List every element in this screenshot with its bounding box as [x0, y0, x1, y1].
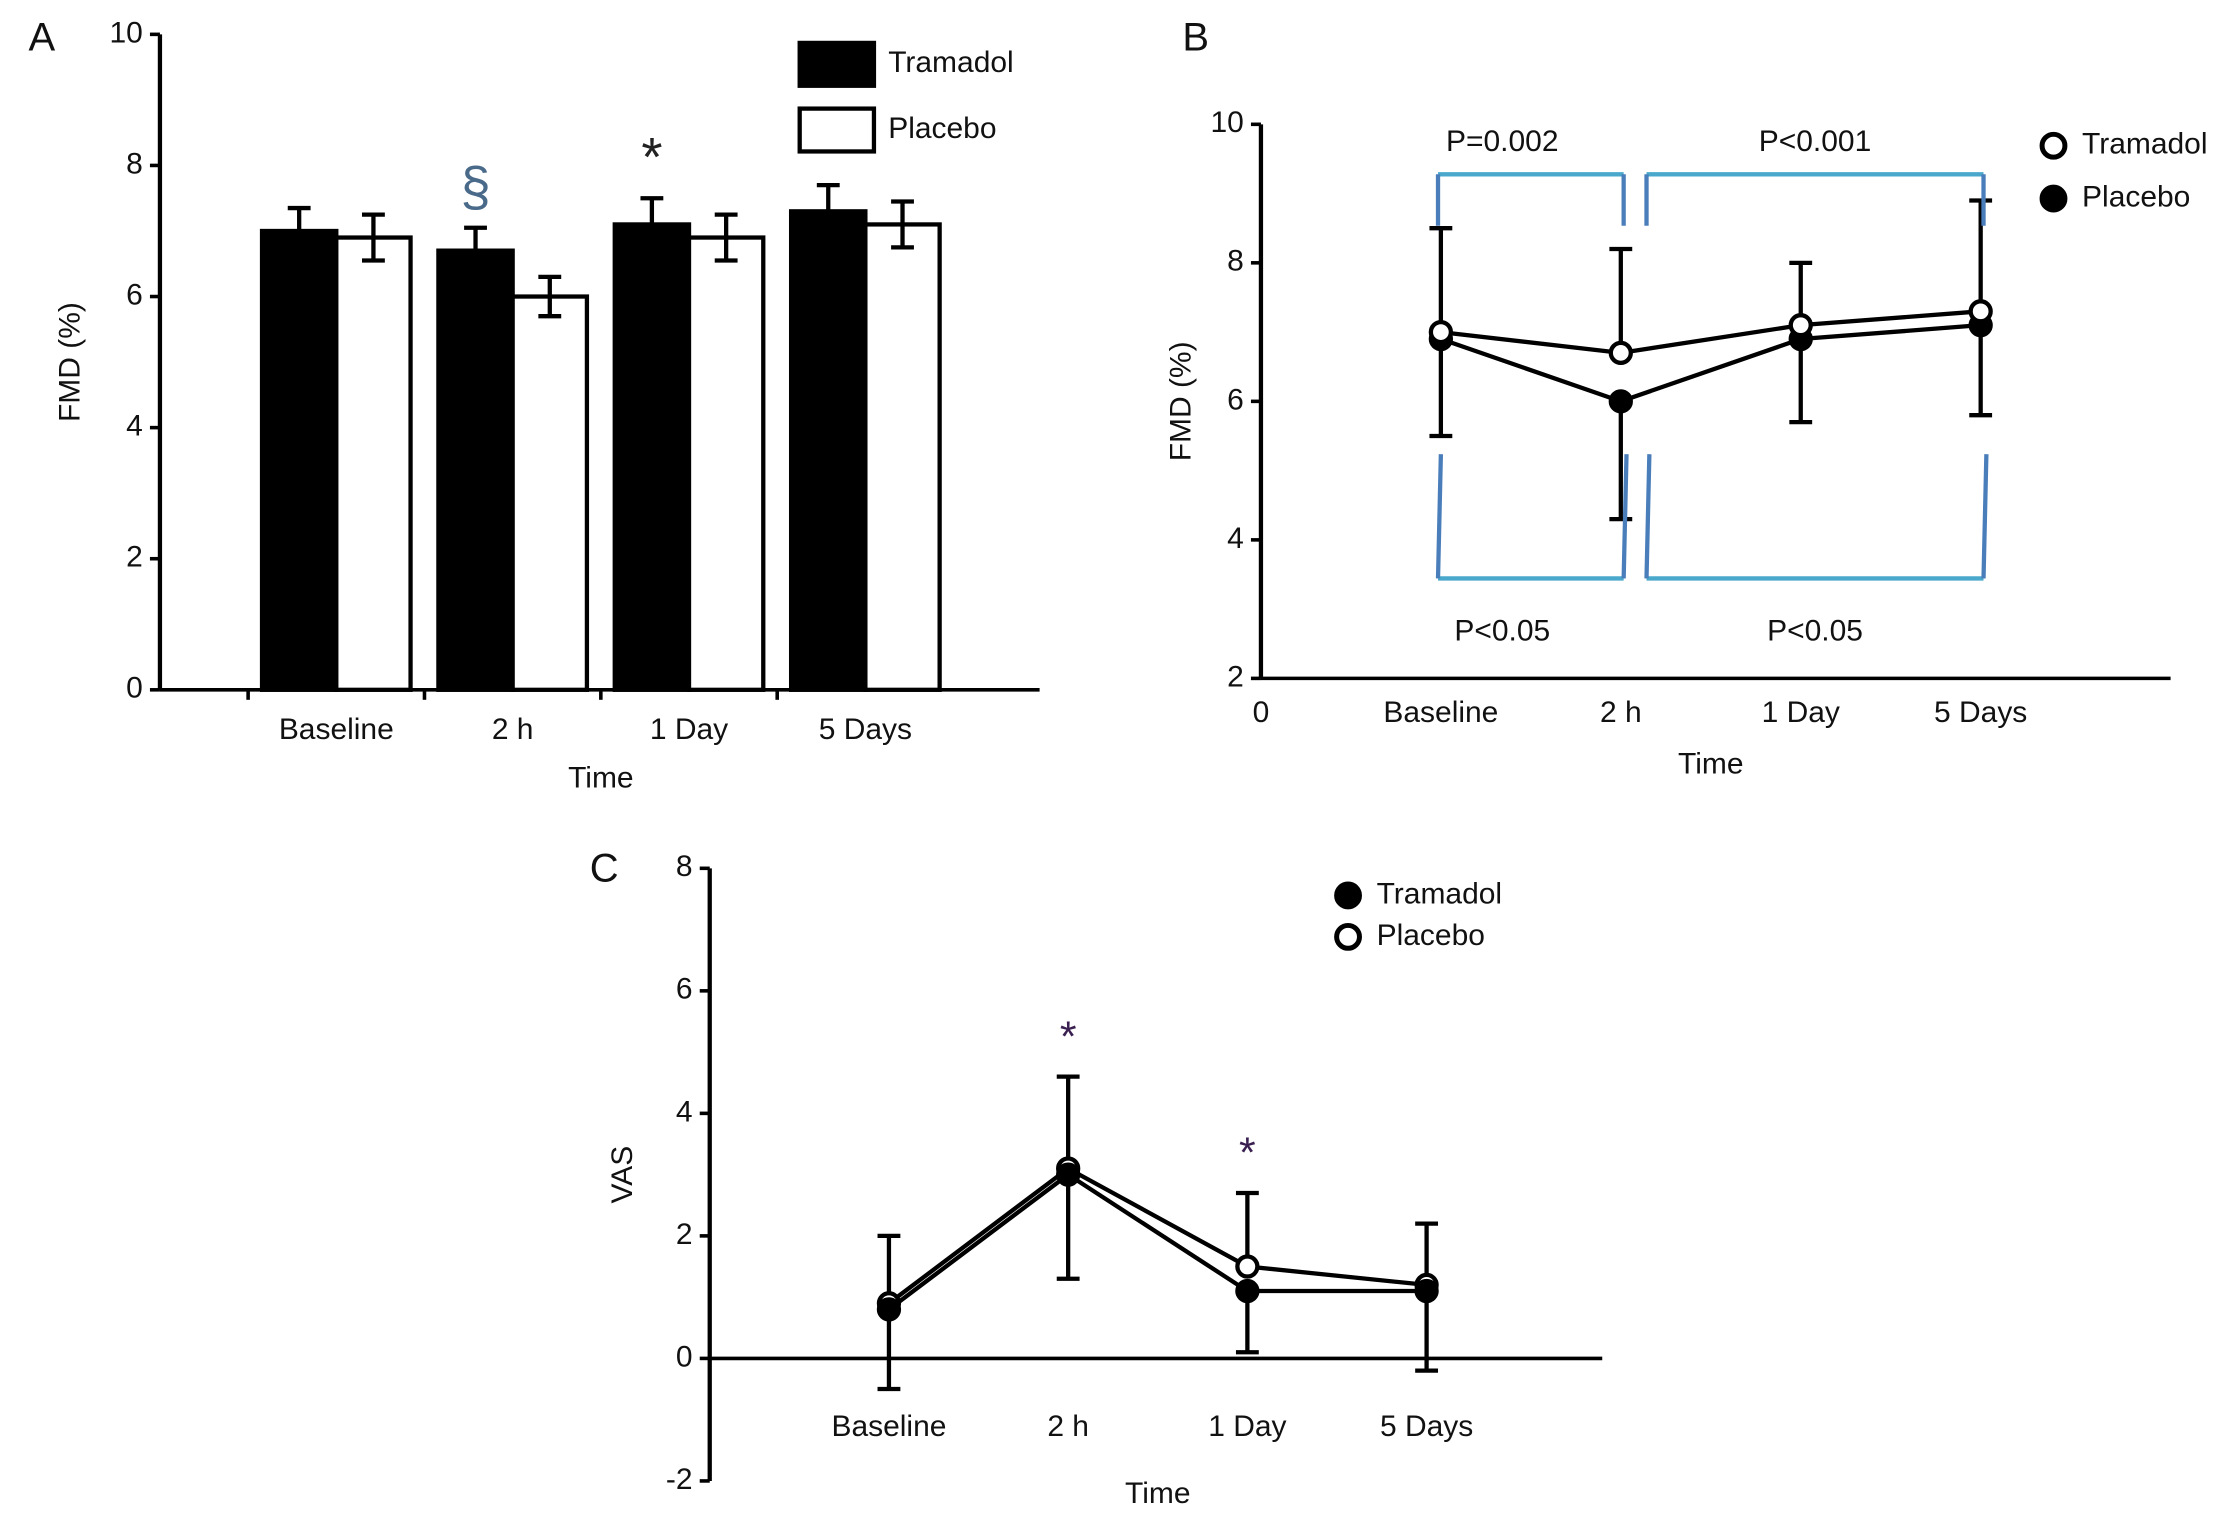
- x-tick-label: 1 Day: [1762, 696, 1840, 729]
- y-axis-title: FMD (%): [53, 302, 86, 422]
- bar: [863, 222, 942, 692]
- point: [1788, 313, 1813, 338]
- y-tick-label: 0: [676, 1340, 693, 1373]
- legend-label: Placebo: [2082, 180, 2190, 213]
- bracket-end: [1981, 454, 1989, 579]
- point: [1056, 1162, 1081, 1187]
- x-tick-label: Baseline: [831, 1410, 946, 1443]
- y-tick-label: 4: [1227, 522, 1244, 555]
- series-line: [887, 1172, 1427, 1312]
- legend-marker: [2039, 131, 2068, 160]
- y-tick-label: 6: [126, 278, 143, 311]
- y-tick-label: -2: [666, 1463, 693, 1496]
- p-value: P<0.05: [1454, 615, 1550, 648]
- y-tick-label: 4: [126, 410, 143, 443]
- p-value: P=0.002: [1446, 125, 1559, 158]
- panel-label: A: [29, 16, 56, 60]
- bracket-end: [1435, 454, 1444, 579]
- legend-label: Tramadol: [1377, 877, 1502, 910]
- bar: [612, 222, 692, 692]
- point: [1968, 299, 1993, 324]
- y-tick-label: 2: [126, 541, 143, 574]
- x-tick-label: 5 Days: [1934, 696, 2027, 729]
- legend-swatch: [797, 106, 877, 154]
- series-line: [887, 1165, 1427, 1305]
- y-tick-label: 6: [676, 973, 693, 1006]
- y-tick-label: 8: [676, 850, 693, 883]
- x-tick-label: Baseline: [279, 713, 394, 746]
- panel-label: B: [1182, 16, 1209, 60]
- legend-label: Placebo: [888, 112, 996, 145]
- legend-marker: [1334, 881, 1362, 910]
- p-value: P<0.001: [1759, 125, 1872, 158]
- y-tick-label: 10: [109, 16, 142, 49]
- point: [876, 1297, 902, 1322]
- p-value: P<0.05: [1767, 615, 1863, 648]
- x-tick-label: Baseline: [1383, 696, 1498, 729]
- point: [1414, 1278, 1439, 1304]
- annotation: *: [641, 127, 662, 187]
- y-tick-label: 0: [126, 672, 143, 705]
- annotation: *: [1239, 1129, 1256, 1177]
- series-line: [1440, 309, 1981, 356]
- y-axis-title: FMD (%): [1164, 341, 1197, 461]
- legend-label: Placebo: [1377, 919, 1485, 952]
- x-tick-label: 2 h: [492, 713, 534, 746]
- panel-label: C: [590, 847, 619, 891]
- y-tick-label: 8: [1227, 245, 1244, 278]
- point: [1608, 389, 1633, 414]
- y-tick-label: 4: [676, 1095, 693, 1128]
- bar: [788, 209, 868, 692]
- annotation: *: [1060, 1013, 1077, 1061]
- x-tick-label: 5 Days: [819, 713, 912, 746]
- y-tick-label: 2: [1227, 660, 1244, 693]
- x-tick-label: 2 h: [1600, 696, 1642, 729]
- y-axis-title: VAS: [606, 1146, 639, 1204]
- point: [1428, 319, 1454, 345]
- x-tick-label: 1 Day: [1208, 1410, 1286, 1443]
- x-axis-title: Time: [1125, 1477, 1190, 1510]
- point: [1235, 1278, 1260, 1304]
- y-tick-label: 10: [1210, 106, 1243, 139]
- bar: [334, 235, 413, 692]
- x-tick-label: 0: [1253, 696, 1270, 729]
- legend-label: Tramadol: [2082, 128, 2207, 161]
- x-tick-label: 5 Days: [1380, 1410, 1473, 1443]
- x-axis-title: Time: [1678, 747, 1743, 780]
- legend-marker: [2039, 184, 2068, 213]
- series-line: [1440, 323, 1981, 404]
- legend-swatch: [797, 40, 877, 88]
- y-tick-label: 8: [126, 147, 143, 180]
- point: [1608, 340, 1633, 366]
- y-tick-label: 2: [676, 1218, 693, 1251]
- y-tick-label: 6: [1227, 383, 1244, 416]
- bracket-end: [1644, 454, 1652, 579]
- x-tick-label: 1 Day: [650, 713, 728, 746]
- point: [1235, 1254, 1260, 1279]
- bar: [686, 235, 766, 692]
- x-tick-label: 2 h: [1047, 1410, 1089, 1443]
- annotation: §: [460, 157, 490, 217]
- bar: [259, 228, 339, 692]
- legend-label: Tramadol: [888, 46, 1013, 79]
- bar: [510, 294, 590, 692]
- bracket-end: [1621, 454, 1629, 579]
- bar: [436, 248, 515, 692]
- x-axis-title: Time: [568, 762, 633, 795]
- legend-marker: [1334, 922, 1362, 951]
